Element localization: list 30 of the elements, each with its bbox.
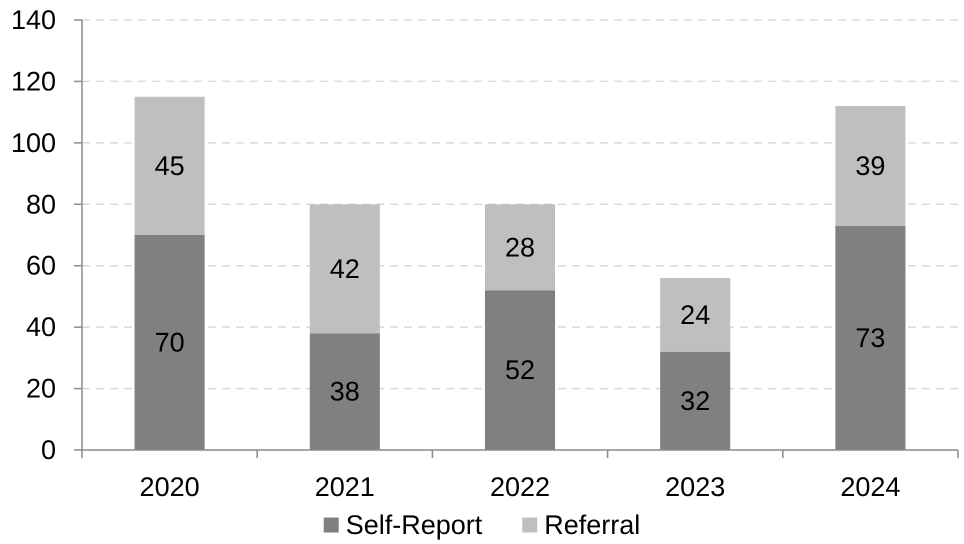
data-label: 38 [330, 376, 360, 407]
bar [134, 96, 205, 235]
data-label: 52 [504, 355, 536, 386]
data-label: 39 [855, 150, 886, 181]
y-tick-label: 20 [26, 374, 56, 404]
y-tick-label: 80 [26, 189, 56, 220]
data-label: 28 [504, 232, 536, 262]
data-label: 73 [855, 322, 886, 353]
y-tick-label: 100 [10, 128, 56, 158]
y-tick-label: 40 [26, 312, 56, 342]
bar [484, 204, 556, 290]
bar [835, 106, 906, 226]
legend-label: Referral [544, 510, 640, 540]
data-label: 32 [680, 386, 710, 416]
x-tick-label: 2020 [140, 472, 200, 502]
y-tick-label: 140 [10, 5, 56, 35]
x-tick-label: 2024 [840, 472, 900, 502]
x-tick-label: 2023 [665, 472, 726, 502]
data-label: 70 [154, 328, 185, 358]
y-tick-label: 60 [26, 250, 56, 281]
y-tick-label: 0 [40, 435, 56, 465]
bar [310, 204, 380, 334]
data-label: 45 [154, 150, 185, 181]
data-label: 24 [680, 300, 710, 330]
y-tick-label: 120 [10, 66, 56, 96]
legend-label: Self-Report [346, 510, 483, 540]
data-label: 42 [330, 254, 360, 284]
x-tick-label: 2022 [490, 472, 550, 502]
bar [660, 278, 730, 352]
x-tick-label: 2021 [314, 472, 375, 502]
